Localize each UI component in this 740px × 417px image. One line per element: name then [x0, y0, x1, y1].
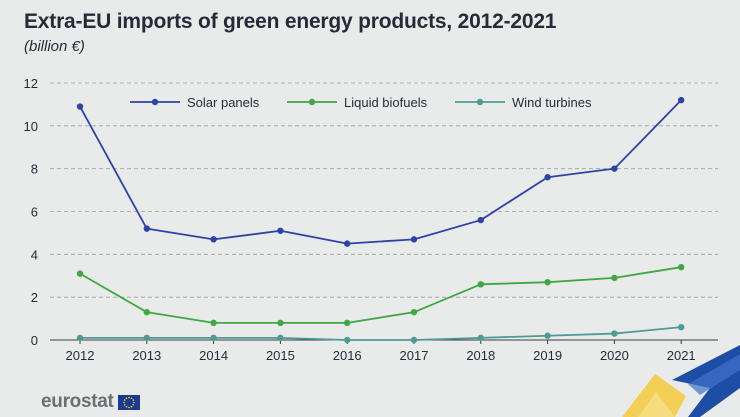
data-point [477, 216, 484, 224]
data-point [76, 103, 84, 110]
data-point [611, 330, 618, 337]
data-point [678, 96, 685, 104]
eurostat-logo: eurostat [41, 391, 140, 412]
legend-item-wind-turbines: Wind turbines [455, 95, 592, 110]
y-axis-ticks: 0 2 4 6 8 10 12 [24, 76, 38, 348]
legend-marker [476, 98, 484, 106]
x-tick-label: 2020 [600, 348, 629, 363]
data-point [544, 332, 551, 339]
eu-flag-icon [117, 394, 140, 410]
data-point [143, 308, 150, 316]
x-tick-label: 2017 [400, 348, 429, 363]
legend: Solar panels Liquid biofuels Wind turbines [130, 95, 592, 110]
x-tick-label: 2018 [466, 348, 495, 363]
data-point [544, 174, 551, 181]
data-point [210, 319, 217, 327]
eurostat-logo-text: eurostat [41, 391, 114, 412]
x-tick-label: 2016 [333, 348, 362, 363]
data-point [410, 308, 418, 316]
legend-marker [151, 98, 159, 106]
data-point [477, 281, 484, 288]
x-tick-label: 2012 [66, 348, 95, 363]
y-tick-label: 8 [31, 162, 38, 177]
data-point [344, 336, 351, 344]
x-tick-label: 2019 [533, 348, 562, 363]
chart-title: Extra-EU imports of green energy product… [24, 10, 557, 33]
data-point [210, 334, 217, 342]
data-point [210, 236, 217, 243]
y-tick-label: 6 [31, 205, 38, 220]
data-point [76, 270, 84, 277]
data-point [611, 165, 618, 172]
series-solar-panels [76, 96, 685, 247]
x-tick-label: 2013 [132, 348, 161, 363]
data-point [410, 236, 418, 243]
blue-accent-highlight [688, 354, 740, 395]
data-point [344, 240, 351, 247]
chart-subtitle: (billion €) [24, 38, 85, 55]
x-axis-ticks: 2012 2013 2014 2015 2016 2017 2018 2019 2020 2021 [66, 340, 696, 363]
yellow-accent-highlight [638, 392, 675, 417]
x-tick-label: 2021 [667, 348, 696, 363]
x-tick-label: 2014 [199, 348, 228, 363]
data-point [143, 334, 150, 342]
y-tick-label: 12 [24, 76, 38, 91]
data-point [678, 263, 685, 271]
legend-label: Wind turbines [512, 95, 592, 110]
series-lines [76, 96, 685, 344]
legend-label: Solar panels [187, 95, 260, 110]
data-point [277, 334, 284, 342]
data-point [544, 278, 551, 286]
series-liquid-biofuels [76, 263, 685, 327]
gridlines [50, 82, 718, 298]
legend-label: Liquid biofuels [344, 95, 428, 110]
legend-marker [308, 98, 316, 106]
series-line [79, 266, 682, 324]
y-tick-label: 4 [31, 247, 38, 262]
data-point [611, 274, 618, 282]
data-point [76, 334, 84, 342]
series-line [80, 326, 682, 341]
data-point [143, 225, 150, 232]
series-line [79, 99, 682, 245]
legend-item-solar-panels: Solar panels [130, 95, 260, 110]
series-wind-turbines [76, 323, 685, 344]
data-point [277, 319, 284, 327]
y-tick-label: 0 [31, 333, 38, 348]
y-tick-label: 10 [24, 119, 38, 134]
x-tick-label: 2015 [266, 348, 295, 363]
legend-item-liquid-biofuels: Liquid biofuels [287, 95, 428, 110]
data-point [477, 334, 484, 342]
data-point [344, 319, 351, 327]
data-point [277, 227, 284, 234]
y-tick-label: 2 [31, 290, 38, 305]
eurostat-corner-graphic [622, 345, 740, 417]
data-point [678, 323, 685, 331]
data-point [410, 336, 418, 344]
